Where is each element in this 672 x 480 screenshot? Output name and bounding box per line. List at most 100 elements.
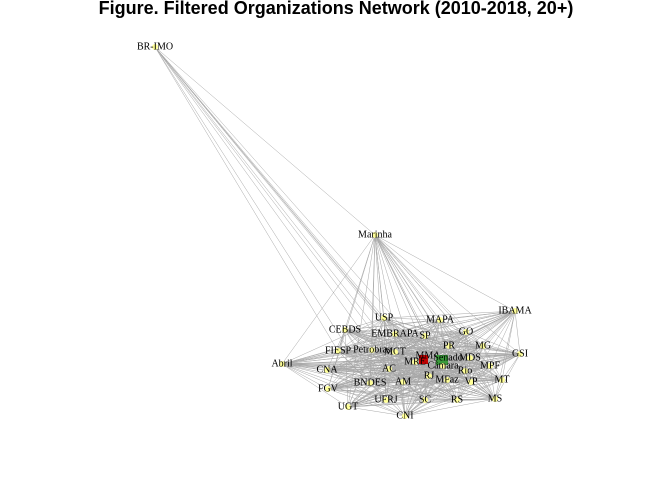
- node-marker: [335, 348, 341, 354]
- edge: [494, 353, 521, 400]
- node-label: GSI: [512, 348, 528, 359]
- edge: [281, 317, 385, 365]
- edge: [347, 399, 387, 408]
- node-label: CNA: [316, 364, 338, 375]
- edge: [344, 317, 385, 331]
- edge: [383, 310, 516, 319]
- edge: [469, 357, 503, 381]
- edge: [501, 310, 516, 381]
- node-label: MAPA: [426, 314, 455, 325]
- edge: [281, 363, 491, 367]
- edge: [369, 382, 426, 401]
- edge: [281, 350, 339, 365]
- edge: [501, 353, 521, 381]
- edge: [337, 349, 373, 352]
- edge: [374, 234, 467, 333]
- node-label: MFaz: [435, 374, 459, 385]
- node-marker: [152, 44, 158, 50]
- edge: [482, 345, 503, 381]
- node-marker: [454, 397, 460, 403]
- edge: [394, 333, 426, 337]
- edge: [394, 351, 471, 359]
- edge: [394, 333, 450, 347]
- node-label: SC: [419, 394, 432, 405]
- node-marker: [517, 351, 523, 357]
- edge: [327, 381, 404, 390]
- edge: [326, 369, 458, 401]
- edge: [326, 355, 429, 371]
- node-marker: [381, 315, 387, 321]
- node-label: AC: [382, 363, 396, 374]
- node-label: CNI: [396, 410, 413, 421]
- edge: [385, 365, 444, 401]
- edge: [394, 319, 441, 353]
- edge: [374, 234, 496, 400]
- edge: [154, 46, 416, 363]
- nodes: BR-IMO Marinha IBAMA USP MAPA CEBDS EMBRAPA SP G…: [137, 41, 533, 421]
- edge: [385, 381, 404, 401]
- edge: [326, 369, 406, 417]
- edge: [447, 357, 458, 401]
- edge: [371, 331, 467, 351]
- node-marker: [392, 331, 398, 337]
- edge: [383, 317, 429, 357]
- node-label: MMA: [415, 350, 441, 361]
- edge: [371, 345, 484, 351]
- node-marker: [372, 232, 378, 238]
- edge: [281, 349, 373, 365]
- edge: [402, 381, 406, 417]
- edge: [394, 351, 406, 417]
- edge: [327, 388, 387, 401]
- edge: [369, 382, 458, 401]
- node-marker: [463, 329, 469, 335]
- edge: [154, 46, 371, 384]
- node-marker: [392, 349, 398, 355]
- edge: [404, 370, 466, 417]
- node-marker: [468, 379, 474, 385]
- edge: [447, 310, 516, 359]
- node-label: Marinha: [358, 229, 392, 240]
- edge: [428, 331, 467, 377]
- edge: [469, 357, 491, 367]
- node-label: Câmara: [427, 360, 459, 371]
- edge: [344, 319, 441, 331]
- node-label: EMBRAPA: [371, 328, 419, 339]
- node-label: UFRJ: [374, 394, 397, 405]
- edge: [424, 375, 430, 401]
- node-label: PR: [443, 340, 456, 351]
- node-marker: [436, 355, 448, 365]
- edge: [383, 317, 441, 321]
- edge: [404, 398, 496, 417]
- edge: [427, 355, 471, 359]
- edge: [347, 399, 426, 408]
- edge: [347, 398, 496, 408]
- edge: [394, 331, 467, 335]
- node-marker: [480, 343, 486, 349]
- edge: [446, 370, 466, 381]
- node-label: RS: [451, 394, 463, 405]
- edge: [424, 331, 467, 337]
- edge: [388, 368, 448, 381]
- node-marker: [386, 366, 392, 372]
- edge: [404, 379, 503, 417]
- node-marker: [279, 361, 285, 367]
- edge: [374, 234, 516, 312]
- node-marker: [324, 367, 330, 373]
- edge: [154, 46, 339, 352]
- node-label: GO: [459, 326, 473, 337]
- node-marker: [422, 397, 428, 403]
- edge: [482, 345, 521, 355]
- edge: [464, 310, 516, 372]
- node-label: UGT: [338, 401, 359, 412]
- node-label: BR-IMO: [137, 41, 173, 52]
- edge: [385, 375, 430, 401]
- edge: [281, 335, 426, 365]
- edge: [344, 329, 521, 355]
- node-label: USP: [375, 312, 394, 323]
- title: Figure. Filtered Organizations Network (…: [99, 0, 574, 18]
- edge: [369, 381, 404, 384]
- edge: [402, 365, 491, 383]
- edge: [347, 381, 472, 408]
- edge: [344, 329, 467, 333]
